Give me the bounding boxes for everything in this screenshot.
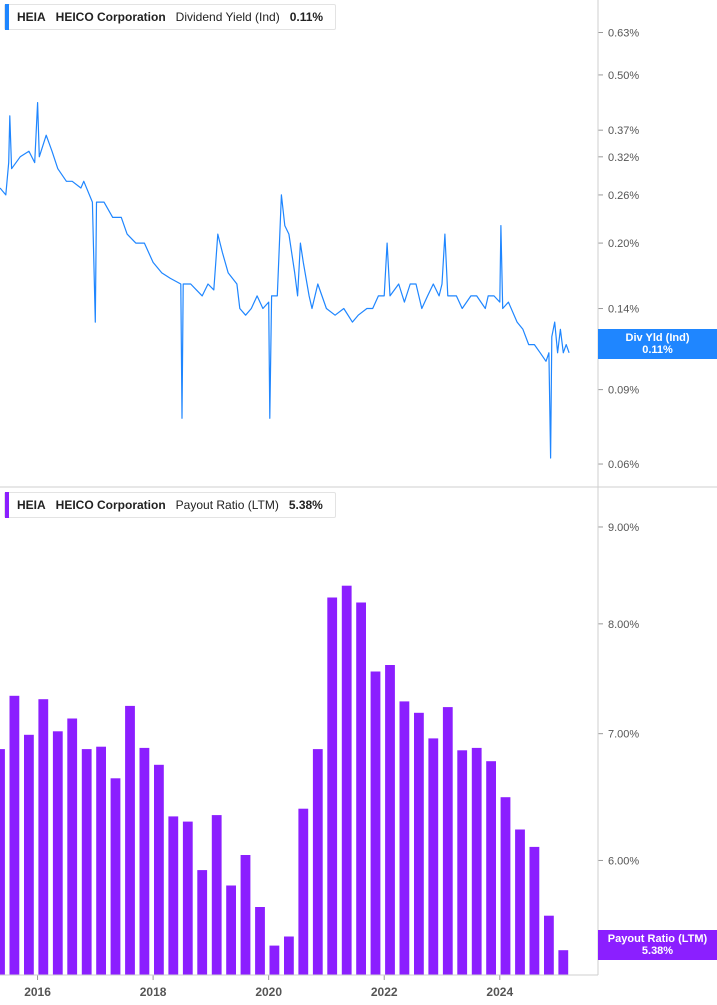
payout-ratio-bar	[110, 778, 121, 975]
tag-label: Div Yld (Ind)	[625, 332, 690, 344]
payout-ratio-bar	[125, 705, 135, 975]
payout-ratio-bar	[529, 846, 540, 975]
legend-ticker: HEIA	[17, 10, 46, 24]
y-tick-label: 9.00%	[608, 522, 639, 534]
legend-metric: Payout Ratio (LTM)	[175, 498, 279, 512]
series-color-swatch	[5, 4, 9, 30]
payout-ratio-bar	[240, 855, 251, 975]
series-color-swatch	[5, 492, 9, 518]
payout-ratio-bar	[211, 815, 222, 975]
payout-ratio-bar	[558, 950, 569, 975]
payout-ratio-bar	[284, 936, 294, 975]
payout-ratio-bar	[356, 602, 366, 975]
x-tick-label: 2018	[140, 985, 167, 999]
y-tick-label: 0.32%	[608, 152, 639, 164]
payout-ratio-bar	[471, 747, 482, 975]
x-tick-label: 2020	[255, 985, 282, 999]
top-legend[interactable]: HEIA HEICO Corporation Dividend Yield (I…	[4, 4, 337, 30]
payout-ratio-bar	[24, 734, 34, 975]
bottom-y-axis: 9.00% 8.00% 7.00% 6.00%	[598, 522, 639, 867]
y-tick-label: 0.14%	[608, 304, 639, 316]
payout-ratio-bar	[457, 750, 468, 975]
payout-ratio-bar	[52, 731, 63, 975]
y-tick-label: 6.00%	[608, 855, 639, 867]
payout-ratio-bar	[168, 816, 179, 975]
payout-ratio-bar	[442, 707, 453, 975]
payout-ratio-bar	[544, 915, 554, 975]
y-tick-label: 0.63%	[608, 28, 639, 40]
y-tick-label: 0.06%	[608, 459, 639, 471]
payout-ratio-bar	[226, 885, 236, 975]
y-tick-label: 0.20%	[608, 238, 639, 250]
payout-ratio-bar	[81, 749, 92, 975]
payout-ratio-bar	[9, 695, 20, 975]
payout-ratio-bar	[500, 797, 511, 975]
x-tick-label: 2022	[371, 985, 398, 999]
y-tick-label: 0.09%	[608, 385, 639, 397]
y-tick-label: 0.37%	[608, 125, 639, 137]
payout-ratio-bar	[428, 738, 439, 975]
payout-ratio-bars	[0, 585, 569, 975]
bottom-legend[interactable]: HEIA HEICO Corporation Payout Ratio (LTM…	[4, 492, 336, 518]
y-tick-label: 0.26%	[608, 190, 639, 202]
dividend-yield-series	[0, 101, 570, 459]
payout-ratio-bar	[298, 808, 309, 975]
x-tick-label: 2016	[24, 985, 51, 999]
tag-value: 5.38%	[641, 945, 674, 957]
legend-company: HEICO Corporation	[55, 498, 166, 512]
payout-ratio-bar	[67, 718, 78, 975]
payout-ratio-bar	[139, 747, 150, 975]
payout-ratio-bar	[182, 821, 193, 975]
payout-ratio-bar	[312, 749, 323, 975]
y-tick-label: 0.50%	[608, 70, 639, 82]
payout-ratio-bar	[154, 764, 164, 975]
legend-ticker: HEIA	[17, 498, 46, 512]
tag-value: 0.11%	[642, 344, 673, 356]
legend-value: 0.11%	[289, 10, 324, 24]
y-tick-label: 7.00%	[608, 729, 639, 741]
payout-ratio-bar	[0, 749, 5, 975]
top-y-axis: 0.63%0.50%0.37%0.32%0.26%0.20%0.14%0.12%…	[598, 28, 639, 471]
payout-ratio-bar	[269, 945, 280, 975]
payout-ratio-bar	[370, 671, 381, 975]
y-tick-label: 8.00%	[608, 619, 639, 631]
dividend-yield-line	[0, 101, 570, 459]
payout-ratio-bar	[197, 870, 208, 975]
payout-ratio-bar	[385, 665, 395, 975]
payout-ratio-bar	[414, 712, 424, 975]
payout-ratio-bar	[327, 597, 338, 975]
current-value-tag-dividend-yield: Div Yld (Ind) 0.11%	[598, 329, 717, 359]
payout-ratio-bar	[341, 585, 352, 975]
current-value-tag-payout-ratio: Payout Ratio (LTM) 5.38%	[598, 930, 717, 960]
legend-value: 5.38%	[288, 498, 323, 512]
x-tick-label: 2024	[486, 985, 513, 999]
x-axis: 2016 2018 2020 2022 2024	[24, 975, 513, 999]
payout-ratio-bar	[399, 701, 410, 975]
payout-ratio-bar	[96, 746, 106, 975]
payout-ratio-bar	[38, 699, 49, 975]
tag-label: Payout Ratio (LTM)	[607, 933, 708, 945]
payout-ratio-bar	[255, 907, 265, 975]
payout-ratio-bar	[486, 761, 496, 975]
payout-ratio-bar	[515, 829, 525, 975]
legend-company: HEICO Corporation	[55, 10, 166, 24]
legend-metric: Dividend Yield (Ind)	[175, 10, 280, 24]
